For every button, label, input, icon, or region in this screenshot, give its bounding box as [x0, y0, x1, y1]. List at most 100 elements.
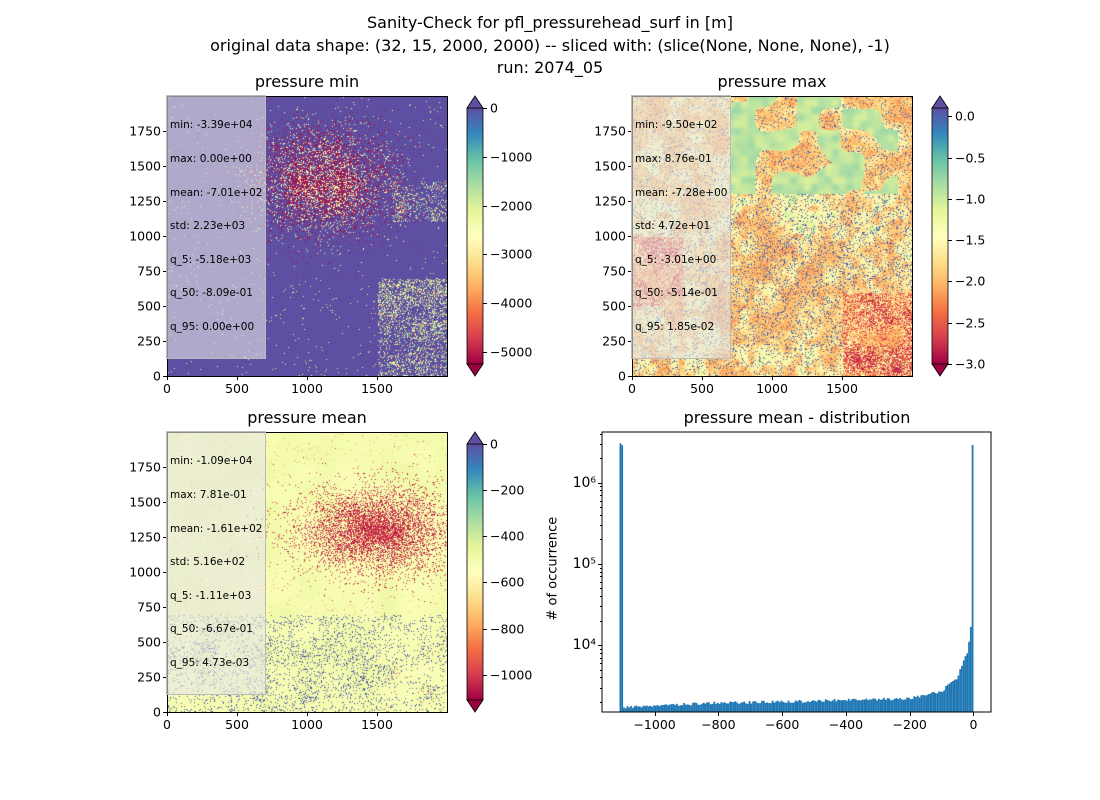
colorbar-tick-mark	[948, 116, 952, 118]
histogram-bar	[662, 704, 664, 712]
y-minor-tick	[600, 507, 602, 509]
y-tick-label: 1000	[129, 564, 161, 580]
colorbar-tick-label: −4000	[490, 295, 533, 311]
histogram-bar	[962, 660, 965, 712]
y-tick-label: 500	[137, 634, 161, 650]
y-tick-mark	[628, 306, 632, 307]
y-minor-tick	[600, 657, 602, 659]
stat-line: mean: -1.61e+02	[170, 522, 263, 535]
histogram-bar	[904, 699, 907, 712]
histogram-bar	[711, 704, 714, 712]
histogram-bar	[849, 700, 852, 712]
histogram-bar	[968, 641, 970, 712]
colorbar-tick-mark	[948, 364, 952, 365]
histogram-bar	[785, 702, 788, 712]
histogram-bar	[644, 705, 647, 712]
histogram-bar	[945, 686, 947, 712]
histogram-bar	[840, 700, 843, 712]
histogram-ylabel: # of occurrence	[545, 516, 561, 621]
y-minor-tick	[600, 433, 602, 435]
y-tick-label: 1500	[129, 494, 161, 510]
x-tick-label: 0	[163, 381, 171, 396]
histogram-bar	[745, 703, 747, 712]
y-tick-label: 250	[137, 333, 161, 349]
x-tick-mark	[237, 712, 238, 716]
colorbar-tick-label: 0.0	[955, 108, 975, 124]
histogram-bar	[801, 702, 804, 712]
stat-line: q_50: -6.67e-01	[170, 623, 253, 636]
y-tick-label: 750	[137, 599, 161, 615]
stat-line: q_95: 1.85e-02	[635, 321, 715, 334]
colorbar-tick-mark	[948, 157, 952, 159]
colorbar-tick-label: −2.0	[955, 273, 986, 289]
histogram-bar	[669, 704, 671, 712]
histogram-bar	[961, 665, 963, 712]
histogram-bar	[667, 705, 670, 712]
colorbar-extend-max	[466, 431, 484, 445]
histogram-bar	[780, 700, 783, 712]
x-tick-label: −400	[828, 717, 864, 732]
histogram-bar	[738, 703, 740, 712]
y-tick-mark	[163, 166, 167, 167]
histogram-bar	[791, 702, 793, 712]
y-tick-label: 10⁴	[572, 637, 596, 654]
histogram-bar	[762, 700, 765, 712]
histogram-bar	[670, 704, 673, 712]
histogram-bar	[778, 702, 781, 712]
y-tick-label: 1000	[129, 228, 161, 244]
y-tick-label: 1250	[129, 529, 161, 545]
histogram-bar	[847, 698, 850, 712]
histogram-bar	[911, 698, 914, 712]
y-tick-mark	[628, 201, 632, 202]
histogram-bar	[713, 701, 716, 712]
histogram-bar	[810, 701, 813, 712]
x-tick-mark	[782, 712, 784, 716]
histogram-bar	[723, 702, 726, 712]
x-tick-mark	[702, 376, 703, 380]
histogram-bar	[860, 700, 862, 712]
histogram-bar	[955, 679, 958, 712]
histogram-bar	[851, 699, 854, 712]
stat-line: q_50: -5.14e-01	[635, 287, 718, 300]
histogram-bar	[953, 679, 956, 712]
x-tick-mark	[718, 712, 720, 716]
x-tick-mark	[909, 712, 911, 716]
colorbar-extend-min	[466, 363, 484, 377]
y-minor-tick	[600, 596, 602, 598]
x-tick-label: −200	[892, 717, 927, 732]
histogram-bar	[833, 699, 836, 712]
panel-title-max: pressure max	[717, 72, 827, 91]
x-tick-mark	[842, 376, 843, 380]
x-tick-label: 1000	[756, 381, 788, 396]
stats-box-mean: min: -1.09e+04 max: 7.81e-01 mean: -1.61…	[166, 431, 267, 695]
histogram-frame	[601, 431, 992, 713]
colorbar-tick-mark	[483, 536, 487, 538]
x-tick-label: 1500	[361, 717, 393, 732]
y-tick-mark	[163, 306, 167, 307]
histogram-bar	[897, 699, 900, 712]
y-tick-mark	[163, 537, 167, 538]
y-tick-mark	[163, 642, 167, 643]
histogram-bar	[863, 699, 866, 712]
colorbar-tick-mark	[948, 198, 952, 200]
y-tick-label: 750	[137, 263, 161, 279]
histogram-bar	[817, 699, 820, 712]
histogram-bar	[722, 702, 724, 712]
histogram-bar	[628, 707, 631, 712]
colorbar-tick-mark	[948, 281, 952, 283]
y-minor-tick	[600, 486, 602, 488]
panel-title-mean: pressure mean	[247, 408, 367, 427]
histogram-bar	[874, 698, 877, 712]
histogram-bar	[685, 704, 687, 712]
colorbar-tick-mark	[483, 303, 487, 305]
colorbar-extend-min	[466, 699, 484, 713]
colorbar-tick-mark	[483, 490, 487, 492]
histogram-bar	[895, 698, 898, 712]
histogram-bar	[656, 704, 659, 712]
y-minor-tick	[600, 525, 602, 527]
x-tick-label: 1000	[291, 381, 323, 396]
histogram-bar	[693, 702, 696, 712]
histogram-bar	[635, 705, 638, 712]
histogram-bar	[642, 705, 645, 712]
histogram-bar	[750, 703, 753, 712]
